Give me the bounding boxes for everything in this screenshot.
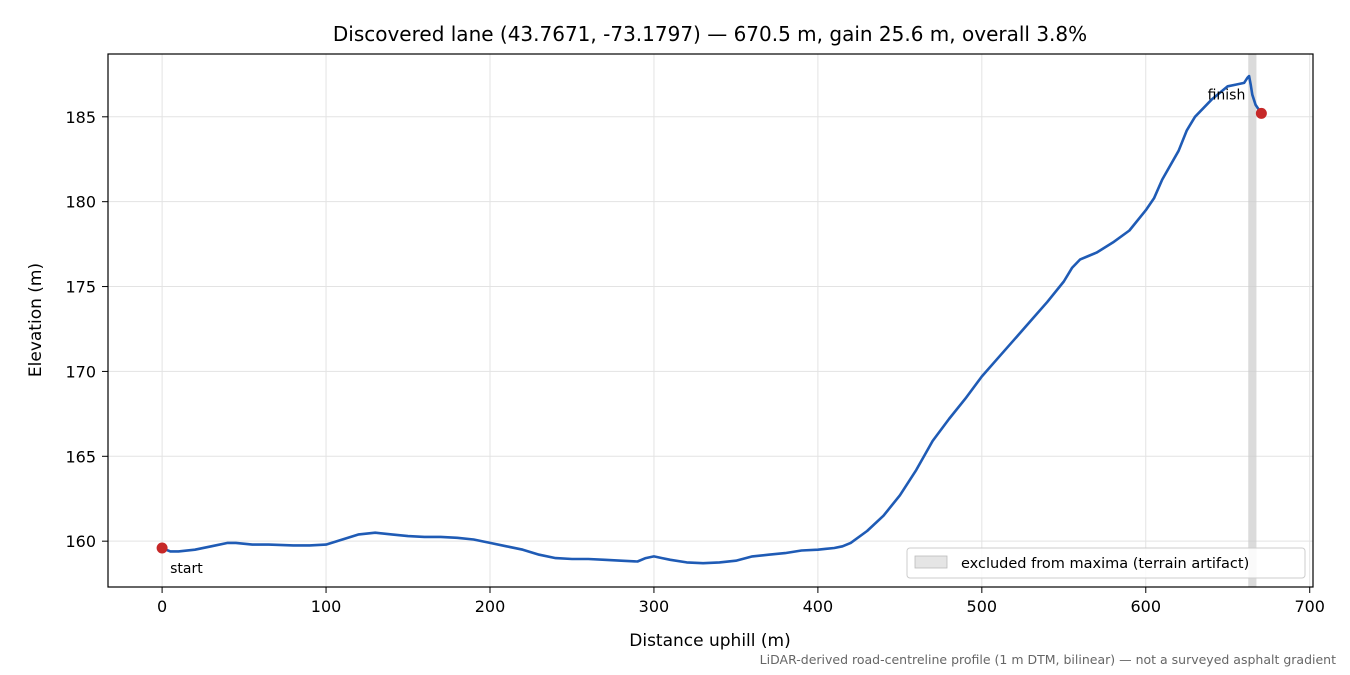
legend: excluded from maxima (terrain artifact) [906, 547, 1306, 579]
x-tick-label: 0 [157, 597, 167, 616]
excluded-band-layer [1248, 54, 1257, 587]
y-tick-label: 165 [65, 447, 96, 466]
x-tick-label: 300 [639, 597, 670, 616]
y-tick-label: 185 [65, 108, 96, 127]
y-tick-label: 180 [65, 193, 96, 212]
start-label: start [170, 561, 203, 577]
start-marker [156, 542, 168, 554]
plot-frame [107, 53, 1314, 588]
x-tick-label: 100 [311, 597, 342, 616]
x-axis-label: Distance uphill (m) [629, 631, 790, 651]
x-tick-label: 700 [1294, 597, 1325, 616]
series-layer [160, 74, 1263, 565]
x-axis-ticks: 0 100 200 300 400 500 600 700 [157, 587, 1325, 616]
y-axis-ticks: 160 165 170 175 180 185 [65, 108, 108, 551]
legend-entry-excluded: excluded from maxima (terrain artifact) [961, 556, 1249, 572]
elevation-line [160, 74, 1263, 565]
excluded-band [1248, 54, 1257, 587]
finish-label: finish [1208, 87, 1246, 103]
x-tick-label: 500 [967, 597, 998, 616]
legend-box [906, 547, 1306, 579]
marker-layer: start finish [156, 87, 1267, 577]
legend-swatch-excluded [914, 555, 948, 569]
y-axis-label: Elevation (m) [26, 263, 46, 377]
x-tick-label: 600 [1131, 597, 1162, 616]
grid-lines [108, 54, 1313, 587]
footnote: LiDAR-derived road-centreline profile (1… [760, 652, 1336, 667]
x-tick-label: 200 [475, 597, 506, 616]
y-tick-label: 160 [65, 532, 96, 551]
y-tick-label: 175 [65, 278, 96, 297]
chart-title: Discovered lane (43.7671, -73.1797) — 67… [333, 22, 1087, 46]
x-tick-label: 400 [803, 597, 834, 616]
finish-marker [1255, 107, 1267, 119]
y-tick-label: 170 [65, 362, 96, 381]
